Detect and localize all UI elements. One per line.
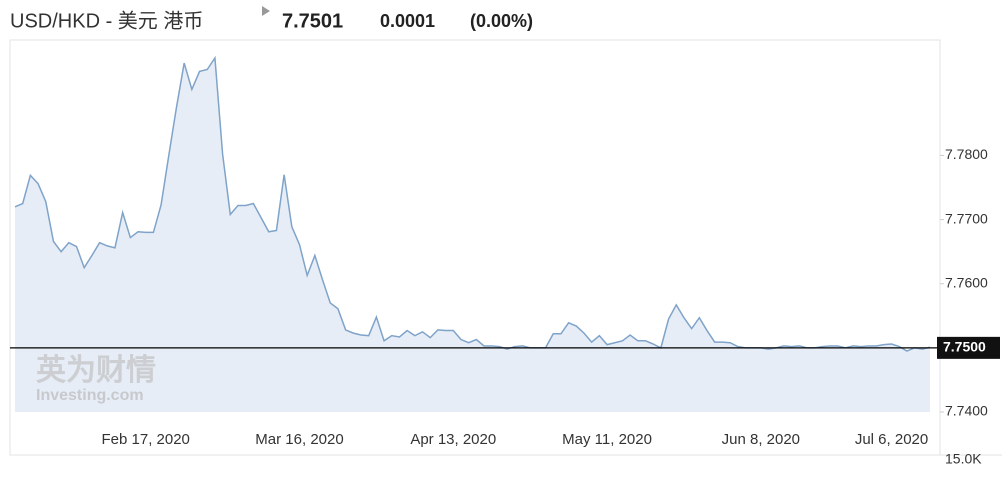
x-tick-label: Jul 6, 2020 [855, 431, 928, 448]
chart-title: USD/HKD - 美元 港币 [10, 9, 203, 32]
y-tick-label: 7.7700 [945, 210, 988, 226]
watermark-en: Investing.com [36, 387, 144, 404]
watermark-cn: 英为财情 [36, 354, 156, 387]
last-price: 7.7501 [282, 10, 343, 32]
y-tick-label: 7.7400 [945, 403, 988, 419]
y-tick-label: 7.7800 [945, 146, 988, 162]
x-tick-label: Jun 8, 2020 [722, 431, 800, 448]
change-pct: (0.00%) [470, 11, 533, 31]
x-tick-label: Apr 13, 2020 [410, 431, 496, 448]
x-tick-label: Feb 17, 2020 [102, 431, 190, 448]
x-tick-label: May 11, 2020 [562, 431, 652, 448]
volume-label: 15.0K [945, 451, 982, 467]
change: 0.0001 [380, 11, 435, 31]
arrow-icon [262, 6, 270, 16]
y-tick-label: 7.7600 [945, 274, 988, 290]
area-fill [15, 57, 930, 413]
x-tick-label: Mar 16, 2020 [255, 431, 343, 448]
current-price-label: 7.7500 [943, 339, 986, 355]
current-price-box [937, 336, 1000, 359]
